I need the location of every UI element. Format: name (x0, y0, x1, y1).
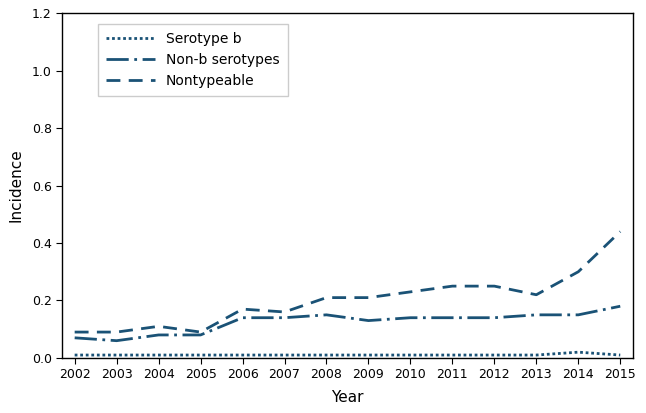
Nontypeable (406, 290, 414, 294)
Non-b serotypes (113, 338, 121, 343)
Non-b serotypes (322, 312, 330, 317)
Line: Nontypeable: Nontypeable (75, 232, 620, 332)
Non-b serotypes (364, 318, 372, 323)
Nontypeable (448, 284, 456, 289)
Non-b serotypes (574, 312, 582, 317)
Serotype b (238, 353, 246, 358)
Non-b serotypes (490, 315, 498, 320)
Non-b serotypes (532, 312, 540, 317)
Non-b serotypes (71, 335, 79, 340)
Serotype b (448, 353, 456, 358)
Nontypeable (280, 309, 288, 314)
Serotype b (364, 353, 372, 358)
Serotype b (406, 353, 414, 358)
Nontypeable (364, 295, 372, 300)
Serotype b (490, 353, 498, 358)
Serotype b (532, 353, 540, 358)
Serotype b (155, 353, 163, 358)
Serotype b (71, 353, 79, 358)
Line: Serotype b: Serotype b (75, 352, 620, 355)
Serotype b (322, 353, 330, 358)
Serotype b (196, 353, 204, 358)
Nontypeable (196, 330, 204, 335)
Nontypeable (490, 284, 498, 289)
Non-b serotypes (448, 315, 456, 320)
Serotype b (113, 353, 121, 358)
Nontypeable (616, 229, 624, 234)
Non-b serotypes (238, 315, 246, 320)
Non-b serotypes (406, 315, 414, 320)
Nontypeable (574, 269, 582, 274)
Non-b serotypes (155, 332, 163, 337)
Non-b serotypes (196, 332, 204, 337)
Nontypeable (113, 330, 121, 335)
Nontypeable (155, 324, 163, 329)
Nontypeable (532, 292, 540, 297)
Serotype b (616, 353, 624, 358)
Non-b serotypes (280, 315, 288, 320)
Nontypeable (71, 330, 79, 335)
Non-b serotypes (616, 304, 624, 309)
Nontypeable (238, 306, 246, 311)
Line: Non-b serotypes: Non-b serotypes (75, 306, 620, 341)
X-axis label: Year: Year (331, 390, 364, 405)
Serotype b (280, 353, 288, 358)
Serotype b (574, 350, 582, 355)
Y-axis label: Incidence: Incidence (8, 149, 23, 223)
Legend: Serotype b, Non-b serotypes, Nontypeable: Serotype b, Non-b serotypes, Nontypeable (98, 24, 287, 96)
Nontypeable (322, 295, 330, 300)
